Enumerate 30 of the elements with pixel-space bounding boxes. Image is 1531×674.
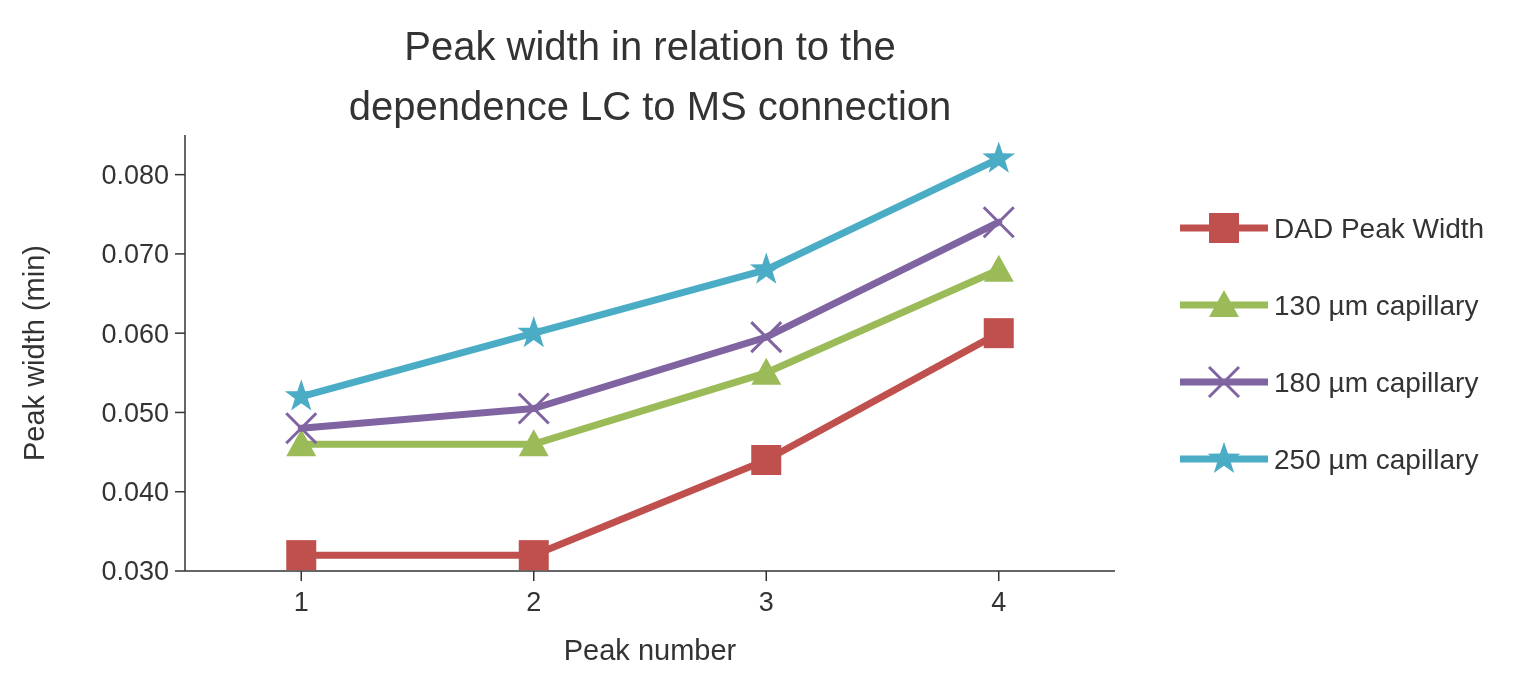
point: [286, 429, 317, 457]
y-tick-label: 0.070: [101, 239, 169, 270]
x-tick-label: 1: [293, 587, 309, 617]
legend-label: 250 µm capillary: [1274, 443, 1479, 475]
point: [518, 540, 549, 571]
legend-label: DAD Peak Width: [1274, 212, 1485, 244]
point: [284, 411, 318, 445]
x-tick-label: 3: [758, 587, 774, 617]
y-axis-title: Peak width (min): [18, 245, 50, 461]
legend-label: 180 µm capillary: [1274, 366, 1479, 398]
chart-title: Peak width in relation to the dependence LC to MS connection: [348, 24, 952, 128]
y-tick-label: 0.040: [101, 477, 169, 508]
y-tick-label: 0.050: [101, 397, 169, 428]
point: [751, 357, 782, 385]
y-tick-label: 0.060: [101, 318, 169, 349]
x-axis-title: Peak number: [563, 634, 737, 666]
x-tick-label: 4: [991, 587, 1007, 617]
y-tick-label: 0.080: [101, 160, 169, 191]
x-tick-label: 2: [526, 587, 542, 617]
point: [983, 318, 1014, 349]
point: [286, 540, 317, 571]
point: [982, 141, 1016, 173]
point: [983, 254, 1014, 282]
point: [517, 391, 551, 425]
point: [749, 320, 783, 354]
legend-label: 130 µm capillary: [1274, 289, 1479, 321]
point: [751, 445, 782, 476]
y-tick-label: 0.030: [101, 556, 169, 587]
point: [982, 205, 1016, 239]
point: [518, 429, 549, 457]
